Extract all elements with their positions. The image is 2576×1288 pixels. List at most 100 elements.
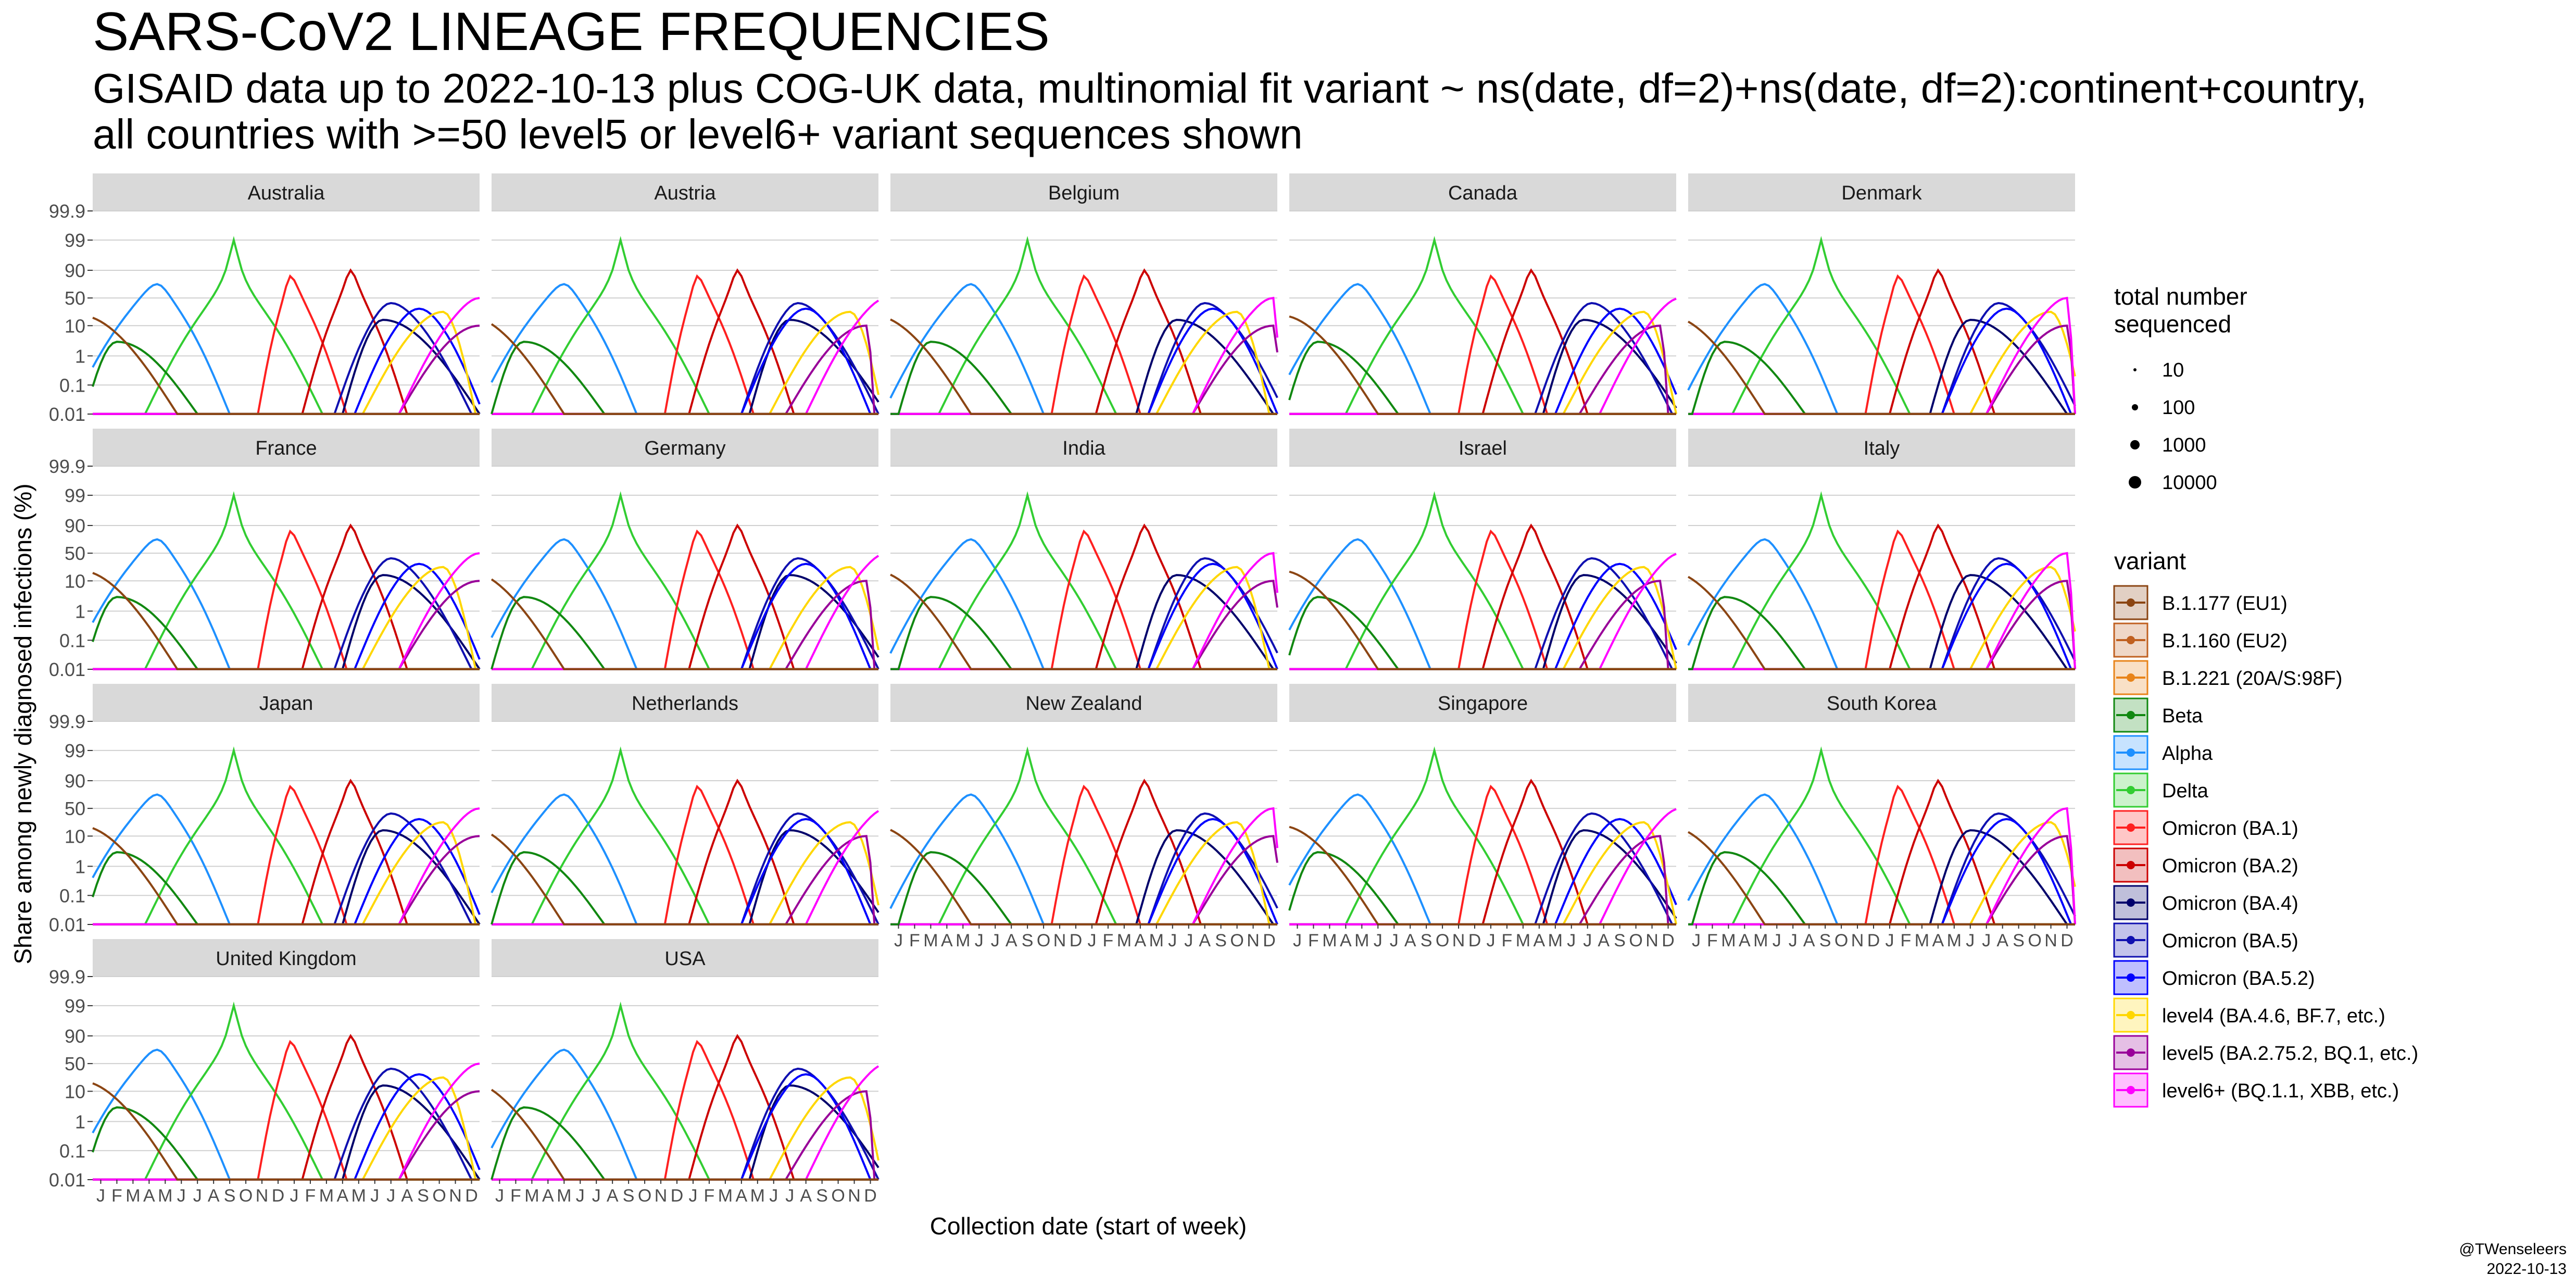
- y-tick-label-australia-3: 10: [65, 315, 85, 336]
- x-tick-label-south-korea-3: A: [1739, 931, 1751, 951]
- variant-legend-label-8: Omicron (BA.4): [2162, 893, 2298, 915]
- variant-legend-dot-5: [2127, 786, 2135, 794]
- x-tick-label-singapore-16: M: [1548, 931, 1563, 951]
- variant-legend-label-11: level4 (BA.4.6, BF.7, etc.): [2162, 1005, 2385, 1027]
- y-tick-label-france-2: 1: [75, 601, 85, 622]
- y-tick-label-japan-5: 90: [65, 770, 85, 792]
- facet-panel-japan: [93, 721, 480, 924]
- x-tick-label-usa-23: D: [864, 1186, 877, 1206]
- facet-strip-singapore: [1289, 684, 1676, 721]
- x-tick-label-south-korea-5: J: [1773, 931, 1781, 951]
- facet-strip-denmark: [1688, 173, 2075, 211]
- x-tick-label-singapore-8: S: [1421, 931, 1432, 951]
- x-tick-label-singapore-1: F: [1308, 931, 1319, 951]
- subtitle-line-2: all countries with >=50 level5 or level6…: [93, 111, 1303, 157]
- y-tick-label-australia-7: 99.9: [49, 201, 85, 222]
- x-tick-label-new-zealand-20: S: [1215, 931, 1227, 951]
- variant-legend-dot-6: [2127, 823, 2135, 832]
- x-tick-label-united-kingdom-8: S: [224, 1186, 236, 1206]
- x-tick-label-south-korea-20: S: [2013, 931, 2025, 951]
- x-tick-label-new-zealand-3: A: [941, 931, 953, 951]
- size-legend-title-1: total number: [2114, 283, 2247, 310]
- x-tick-label-singapore-19: A: [1598, 931, 1610, 951]
- x-tick-label-singapore-3: A: [1340, 931, 1352, 951]
- size-legend-label-2: 1000: [2162, 434, 2206, 456]
- y-tick-label-australia-4: 50: [65, 287, 85, 309]
- series-line-denmark-11: [1687, 320, 2075, 415]
- x-tick-label-new-zealand-16: M: [1149, 931, 1164, 951]
- variant-legend-label-1: B.1.160 (EU2): [2162, 630, 2288, 652]
- x-tick-label-usa-0: J: [495, 1186, 504, 1206]
- x-tick-label-usa-2: M: [524, 1186, 539, 1206]
- facet-strip-netherlands: [492, 684, 878, 721]
- x-tick-label-new-zealand-11: D: [1070, 931, 1083, 951]
- x-tick-label-united-kingdom-19: A: [401, 1186, 413, 1206]
- y-tick-label-united-kingdom-0: 0.01: [49, 1169, 85, 1191]
- y-tick-label-australia-0: 0.01: [49, 404, 85, 425]
- facet-label-new-zealand: New Zealand: [1026, 693, 1142, 715]
- x-tick-label-united-kingdom-6: J: [193, 1186, 202, 1206]
- facet-strip-canada: [1289, 173, 1676, 211]
- y-tick-label-united-kingdom-4: 50: [65, 1053, 85, 1074]
- x-tick-label-usa-20: S: [816, 1186, 828, 1206]
- x-tick-label-usa-21: O: [831, 1186, 845, 1206]
- x-tick-label-singapore-7: A: [1404, 931, 1416, 951]
- y-tick-label-france-7: 99.9: [49, 456, 85, 477]
- x-tick-label-south-korea-19: A: [1996, 931, 2008, 951]
- x-tick-label-united-kingdom-3: A: [143, 1186, 155, 1206]
- facet-strip-australia: [93, 173, 480, 211]
- facet-label-france: France: [255, 437, 317, 459]
- series-line-france-11: [92, 572, 480, 670]
- variant-legend-label-4: Alpha: [2162, 743, 2213, 765]
- y-tick-label-united-kingdom-5: 90: [65, 1026, 85, 1047]
- y-tick-label-france-5: 90: [65, 515, 85, 536]
- facet-label-india: India: [1062, 437, 1105, 459]
- x-tick-label-usa-4: M: [557, 1186, 571, 1206]
- x-tick-label-new-zealand-2: M: [923, 931, 938, 951]
- facet-label-japan: Japan: [259, 693, 313, 715]
- x-tick-label-south-korea-13: F: [1901, 931, 1912, 951]
- x-tick-label-singapore-12: J: [1486, 931, 1495, 951]
- y-tick-label-united-kingdom-1: 0.1: [59, 1140, 85, 1161]
- credit-author: @TWenseleers: [2459, 1241, 2567, 1258]
- variant-legend-dot-2: [2127, 673, 2135, 682]
- facet-strip-new-zealand: [890, 684, 1277, 721]
- y-tick-label-australia-1: 0.1: [59, 374, 85, 396]
- x-tick-label-singapore-21: O: [1629, 931, 1642, 951]
- facet-label-canada: Canada: [1448, 182, 1518, 204]
- x-tick-label-usa-18: J: [785, 1186, 794, 1206]
- x-tick-label-new-zealand-6: J: [991, 931, 1000, 951]
- x-tick-label-singapore-15: A: [1534, 931, 1545, 951]
- x-tick-label-united-kingdom-22: N: [449, 1186, 462, 1206]
- x-tick-label-usa-15: A: [736, 1186, 748, 1206]
- series-line-india-11: [890, 573, 1277, 670]
- x-tick-label-usa-13: F: [704, 1186, 715, 1206]
- facet-strip-belgium: [890, 173, 1277, 211]
- x-tick-label-united-kingdom-20: S: [417, 1186, 429, 1206]
- x-tick-label-singapore-18: J: [1583, 931, 1592, 951]
- y-tick-label-united-kingdom-7: 99.9: [49, 966, 85, 987]
- variant-legend-dot-1: [2127, 636, 2135, 644]
- variant-legend-dot-8: [2127, 898, 2135, 907]
- x-tick-label-new-zealand-23: D: [1263, 931, 1276, 951]
- x-tick-label-united-kingdom-23: D: [465, 1186, 478, 1206]
- facet-strip-india: [890, 429, 1277, 466]
- variant-legend-label-6: Omicron (BA.1): [2162, 818, 2298, 840]
- facet-strip-germany: [492, 429, 878, 466]
- x-tick-label-new-zealand-7: A: [1006, 931, 1017, 951]
- x-tick-label-singapore-0: J: [1293, 931, 1302, 951]
- series-line-belgium-11: [890, 318, 1277, 415]
- facet-panel-italy: [1688, 466, 2075, 669]
- x-tick-label-south-korea-8: S: [1819, 931, 1831, 951]
- series-line-australia-11: [92, 317, 480, 415]
- x-tick-label-usa-14: M: [718, 1186, 733, 1206]
- x-tick-label-south-korea-12: J: [1885, 931, 1894, 951]
- variant-legend-label-0: B.1.177 (EU1): [2162, 593, 2288, 615]
- x-tick-label-south-korea-21: O: [2028, 931, 2041, 951]
- x-tick-label-south-korea-7: A: [1803, 931, 1815, 951]
- x-tick-label-usa-3: A: [542, 1186, 554, 1206]
- x-tick-label-usa-1: F: [510, 1186, 521, 1206]
- x-tick-label-united-kingdom-21: O: [432, 1186, 446, 1206]
- x-tick-label-south-korea-18: J: [1982, 931, 1991, 951]
- size-legend-dot-2: [2130, 440, 2140, 449]
